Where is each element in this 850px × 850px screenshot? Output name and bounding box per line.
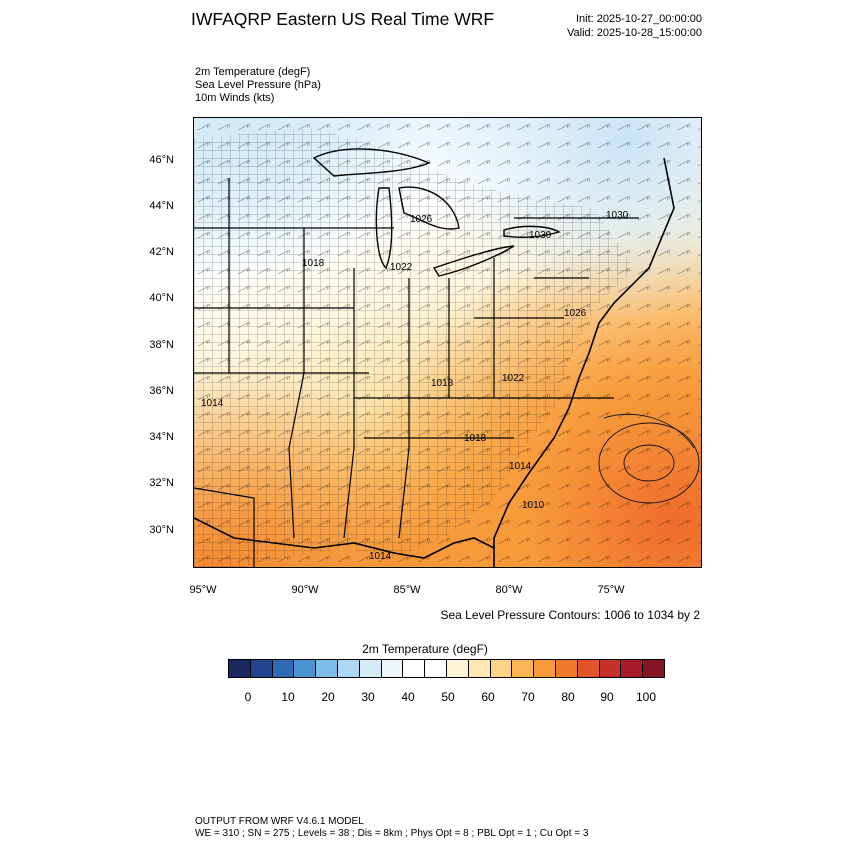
colorbar-tick: 50: [441, 690, 455, 704]
colorbar-swatch: [250, 660, 273, 677]
field-label-pressure: Sea Level Pressure (hPa): [195, 79, 321, 91]
pressure-label: 1014: [369, 551, 392, 562]
map-canvas: [194, 118, 701, 567]
colorbar-swatch: [229, 660, 251, 677]
colorbar-title: 2m Temperature (degF): [362, 642, 488, 656]
colorbar-swatch: [337, 660, 360, 677]
east-coast: [493, 157, 675, 567]
colorbar-swatch: [403, 660, 426, 677]
colorbar-swatch: [468, 660, 491, 677]
valid-time: Valid: 2025-10-28_15:00:00: [567, 27, 702, 39]
footer-model-line: OUTPUT FROM WRF V4.6.1 MODEL: [195, 816, 364, 827]
colorbar-tick: 90: [600, 690, 614, 704]
colorbar-swatch: [534, 660, 556, 677]
colorbar-tick: 80: [561, 690, 575, 704]
lon-label: 90°W: [291, 584, 319, 596]
lon-label: 75°W: [597, 584, 625, 596]
lat-label: 38°N: [149, 339, 174, 351]
pressure-label: 1022: [390, 262, 413, 273]
state-boundaries: [194, 178, 639, 567]
colorbar-swatch: [446, 660, 469, 677]
contour-note: Sea Level Pressure Contours: 1006 to 103…: [440, 608, 701, 622]
pressure-label: 1014: [509, 461, 532, 472]
init-time: Init: 2025-10-27_00:00:00: [576, 13, 702, 25]
pressure-label: 1018: [302, 258, 325, 269]
lat-label: 30°N: [149, 524, 174, 536]
colorbar-swatch: [643, 660, 664, 677]
colorbar-swatch: [272, 660, 295, 677]
pressure-label: 1018: [464, 433, 487, 444]
colorbar-tick: 70: [521, 690, 535, 704]
lat-label: 44°N: [149, 200, 174, 212]
colorbar: [228, 659, 665, 678]
colorbar-tick: 20: [321, 690, 335, 704]
lat-label: 36°N: [149, 385, 174, 397]
pressure-label: 1026: [564, 308, 587, 319]
pressure-label: 1022: [502, 373, 525, 384]
pressure-label: 1014: [201, 398, 224, 409]
colorbar-tick: 30: [361, 690, 375, 704]
colorbar-swatch: [490, 660, 513, 677]
colorbar-swatch: [599, 660, 622, 677]
lake-ontario: [503, 225, 561, 238]
lake-michigan: [375, 187, 393, 270]
pressure-contours: [598, 413, 700, 504]
lake-superior: [312, 148, 431, 177]
lon-label: 85°W: [393, 584, 421, 596]
lat-label: 42°N: [149, 246, 174, 258]
pressure-label: 1030: [529, 230, 552, 241]
lon-label: 80°W: [495, 584, 523, 596]
lake-erie: [432, 245, 515, 277]
colorbar-tick: 100: [635, 690, 657, 704]
colorbar-tick: 10: [281, 690, 295, 704]
colorbar-swatch: [512, 660, 535, 677]
colorbar-swatch: [555, 660, 578, 677]
colorbar-swatch: [425, 660, 447, 677]
map-title: IWFAQRP Eastern US Real Time WRF: [191, 9, 495, 29]
colorbar-swatch: [621, 660, 644, 677]
field-label-temperature: 2m Temperature (degF): [195, 66, 311, 78]
weather-map: 1026 1030 1030 1018 1022 1026 1018 1022 …: [193, 117, 702, 568]
lat-label: 32°N: [149, 477, 174, 489]
pressure-label: 1010: [522, 500, 545, 511]
pressure-label: 1030: [606, 210, 629, 221]
lon-label: 95°W: [189, 584, 217, 596]
lake-huron: [398, 186, 460, 230]
colorbar-tick: 0: [244, 690, 252, 704]
lat-label: 40°N: [149, 292, 174, 304]
colorbar-tick: 40: [401, 690, 415, 704]
colorbar-swatch: [577, 660, 600, 677]
colorbar-swatch: [316, 660, 338, 677]
pressure-label: 1026: [410, 214, 433, 225]
colorbar-swatch: [294, 660, 317, 677]
footer-config-line: WE = 310 ; SN = 275 ; Levels = 38 ; Dis …: [195, 828, 589, 839]
lat-label: 34°N: [149, 431, 174, 443]
pressure-label: 1018: [431, 378, 454, 389]
colorbar-tick: 60: [481, 690, 495, 704]
colorbar-swatch: [381, 660, 404, 677]
field-label-winds: 10m Winds (kts): [195, 92, 275, 104]
lat-label: 46°N: [149, 154, 174, 166]
colorbar-swatch: [359, 660, 382, 677]
